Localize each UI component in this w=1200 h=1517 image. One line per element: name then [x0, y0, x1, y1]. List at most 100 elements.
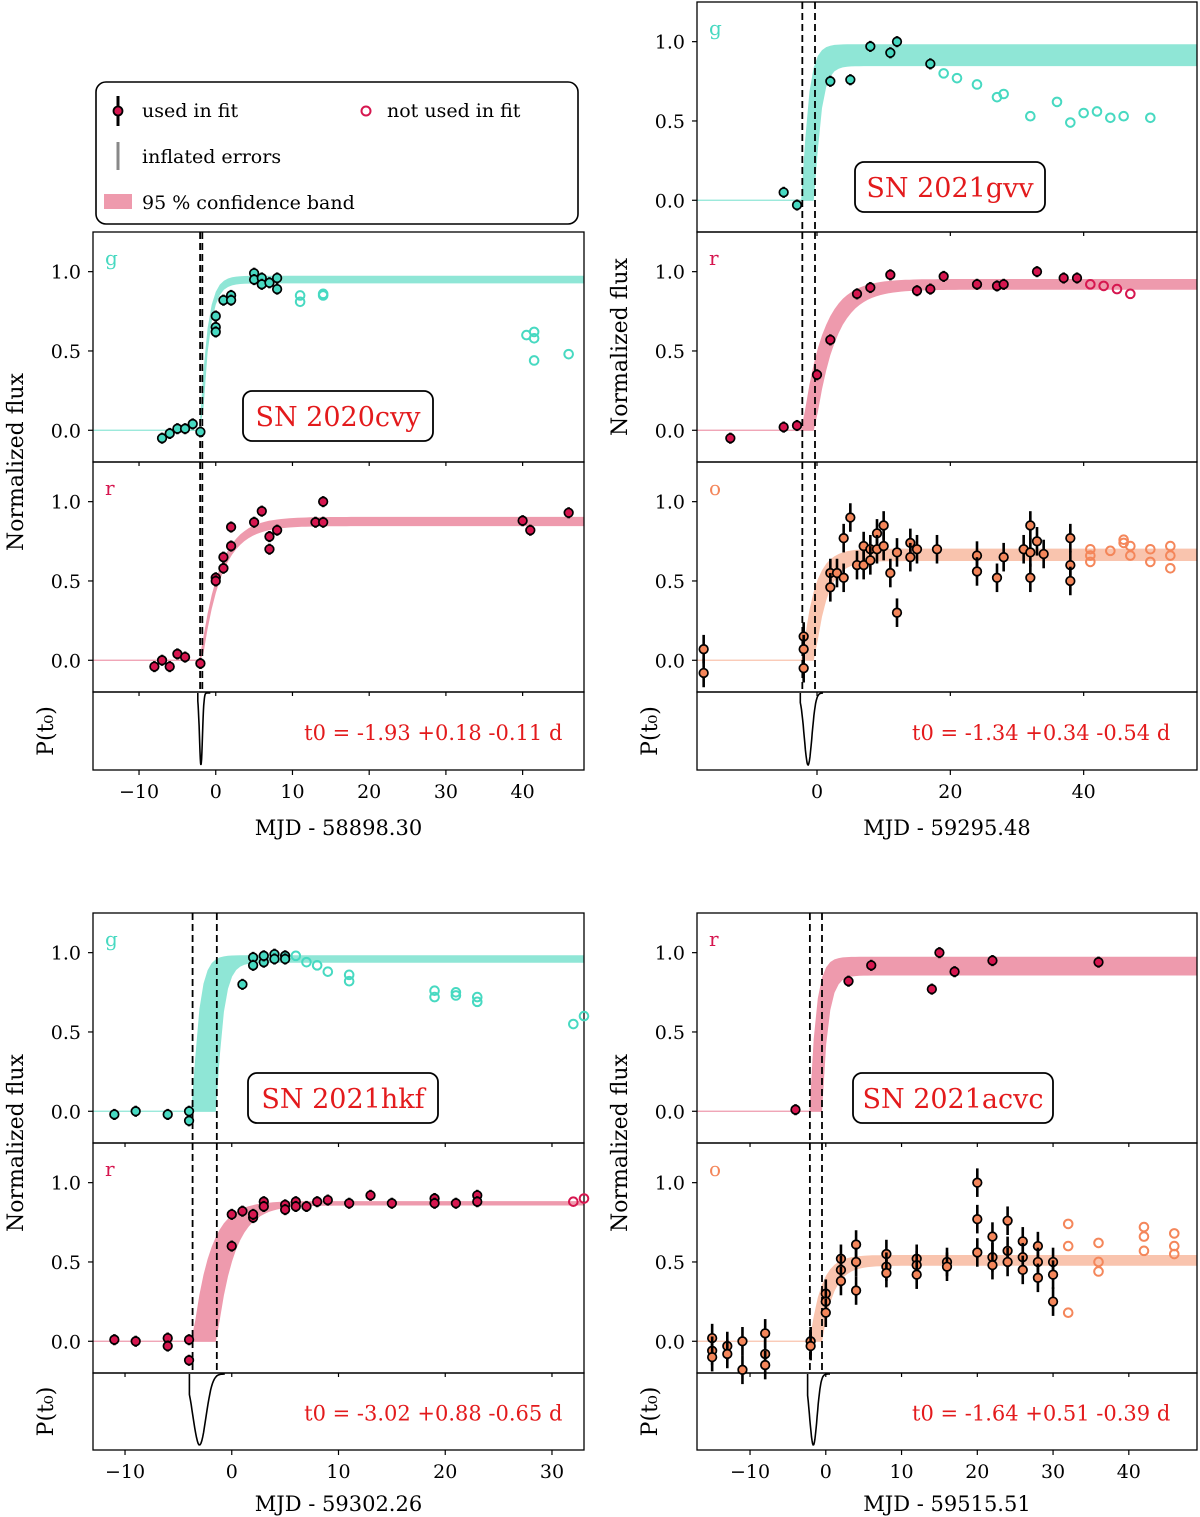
y-tick-label: 0.5 [655, 571, 685, 593]
data-point-used [225, 295, 237, 306]
data-point-used [931, 544, 943, 555]
y-tick-label: 0.0 [655, 420, 685, 442]
data-point-unused [568, 1018, 579, 1030]
data-point-used [269, 953, 280, 965]
band-label-r: r [105, 476, 115, 500]
data-point-used [885, 269, 896, 280]
data-point-used [843, 976, 854, 987]
data-point-unused [1062, 1240, 1074, 1252]
data-point-unused [528, 326, 540, 338]
data-point-used [831, 567, 843, 579]
data-point-unused [1085, 543, 1096, 555]
data-point-used [911, 285, 923, 296]
data-point-used [179, 423, 191, 434]
sn-title-box [242, 390, 434, 442]
data-point-used [1047, 1269, 1059, 1280]
data-point-used [850, 1285, 862, 1296]
y-axis-label: Normalized flux [608, 257, 633, 436]
data-point-used [312, 1196, 323, 1207]
data-point-used [845, 74, 856, 85]
data-point-used [825, 76, 836, 87]
data-point-used [1002, 1256, 1013, 1268]
data-point-used [925, 283, 936, 295]
legend-frame [95, 81, 579, 225]
x-tick-label: 20 [965, 1461, 989, 1483]
panel-frame-r [92, 461, 585, 693]
data-point-used [1025, 520, 1036, 531]
y-tick-label: 0.0 [51, 650, 81, 672]
data-point-used [845, 512, 856, 523]
data-point-used [1038, 548, 1049, 560]
t0-annotation: t0 = -1.34 +0.34 -0.54 d [912, 721, 1170, 745]
data-point-used [365, 1190, 376, 1201]
data-point-used [183, 1334, 195, 1345]
data-point-used [1002, 1215, 1013, 1226]
data-point-used [218, 552, 229, 563]
probability-axis-label: P(t₀) [34, 1387, 59, 1437]
data-point-used [1032, 1272, 1044, 1283]
panel-frame-o [696, 461, 1198, 693]
legend-band-swatch [104, 194, 132, 209]
data-point-unused [1145, 543, 1156, 555]
probability-curve [188, 1373, 225, 1446]
data-point-used [290, 1201, 301, 1212]
data-point-unused [290, 950, 302, 962]
data-point-unused [311, 960, 323, 971]
data-point-unused [1165, 550, 1176, 561]
data-point-unused [429, 985, 440, 997]
data-point-used [225, 521, 237, 533]
data-point-used [149, 661, 160, 672]
x-tick-label: 40 [1117, 1461, 1141, 1483]
probability-panel-frame [696, 691, 1198, 771]
y-tick-label: 1.0 [655, 492, 685, 514]
probability-panel-frame [696, 1372, 1198, 1451]
data-point-used [472, 1196, 483, 1207]
data-point-used [878, 520, 889, 531]
confidence-band-o [697, 548, 1197, 661]
data-point-used [386, 1198, 398, 1209]
y-tick-label: 0.5 [51, 1252, 81, 1274]
sn-title-box [247, 1072, 439, 1124]
data-point-used [164, 428, 175, 439]
y-axis-label: Normalized flux [4, 1053, 29, 1232]
data-point-used [971, 566, 983, 577]
data-point-used [563, 507, 574, 518]
data-point-used [318, 517, 329, 528]
sn-title: SN 2021hkf [261, 1084, 426, 1115]
x-tick-label: −10 [105, 1461, 145, 1483]
x-tick-label: 40 [511, 781, 535, 803]
data-point-used [344, 1198, 355, 1209]
data-point-unused [1145, 556, 1156, 568]
data-point-unused [1118, 534, 1129, 546]
data-point-unused [1168, 1248, 1180, 1260]
data-point-used [891, 36, 903, 47]
data-point-used [972, 1177, 983, 1188]
data-point-used [865, 41, 876, 52]
data-point-used [971, 279, 983, 290]
t0-annotation: t0 = -1.93 +0.18 -0.11 d [304, 721, 562, 745]
data-point-used [851, 288, 863, 300]
data-point-unused [1062, 1307, 1074, 1319]
band-label-g: g [105, 927, 118, 951]
x-tick-label: 30 [540, 1461, 564, 1483]
data-point-used [838, 572, 849, 583]
probability-curve [806, 1373, 830, 1446]
sn-title: SN 2021acvc [862, 1084, 1043, 1115]
x-axis-label: MJD - 58898.30 [255, 816, 422, 840]
data-point-used [865, 282, 876, 293]
sn-title: SN 2021gvv [866, 173, 1034, 204]
x-tick-label: 10 [889, 1461, 913, 1483]
t0-annotation: t0 = -1.64 +0.51 -0.39 d [912, 1402, 1170, 1426]
band-label-r: r [709, 927, 719, 951]
data-point-used [162, 1340, 173, 1352]
data-point-unused [322, 966, 334, 977]
data-point-unused [1168, 1228, 1180, 1239]
legend-band-label: 95 % confidence band [142, 192, 355, 214]
data-point-used [838, 532, 849, 544]
x-axis-label: MJD - 59515.51 [863, 1492, 1030, 1516]
data-point-used [820, 1307, 831, 1318]
y-tick-label: 1.0 [655, 262, 685, 284]
data-point-unused [951, 72, 963, 84]
confidence-band-layer [93, 44, 1197, 1342]
